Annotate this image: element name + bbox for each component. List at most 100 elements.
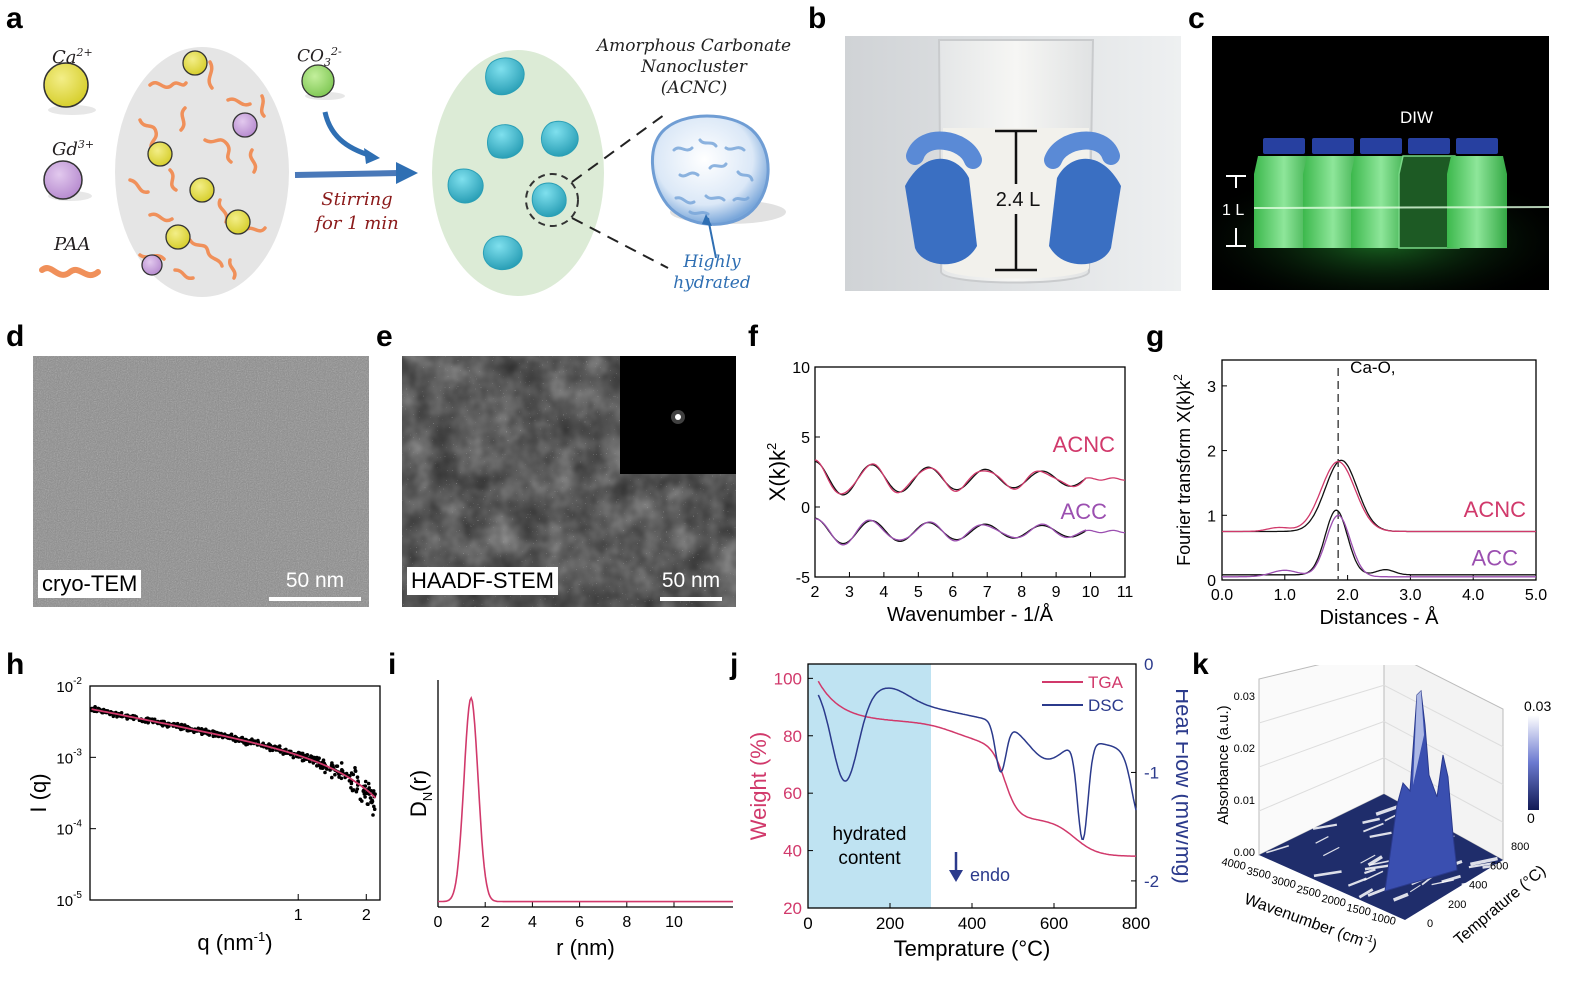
chart-h-data-point [372, 804, 376, 809]
chart-f-xtick-label: 3 [845, 584, 854, 601]
chart-h-data-point [186, 728, 190, 733]
chart-f-xlabel: Wavenumber - 1/Å [887, 603, 1054, 626]
chart-h-data-point [373, 792, 377, 796]
chart-h-data-point [323, 770, 327, 775]
chart-h-data-point [349, 786, 353, 790]
haadf-stem-scale-bar [660, 597, 722, 601]
chart-g-xtick-label: 0.0 [1211, 587, 1233, 604]
chart-f-xtick-label: 5 [914, 584, 923, 601]
chart-h-ytick-label: 10-4 [56, 819, 82, 839]
chart-g-acc-fit-line [1222, 509, 1536, 576]
chart-h-data-point [365, 791, 369, 796]
chart-h-data-point [370, 798, 374, 803]
chart-k-floor-highlight [1312, 823, 1338, 830]
chart-f-xtick-label: 2 [811, 584, 820, 601]
diw-label: DIW [1400, 108, 1434, 127]
chart-h-ylabel: I (q) [26, 773, 51, 812]
chart-h-data-point [366, 781, 371, 786]
chart-h-data-point [331, 763, 335, 768]
chart-k-xtick-label: 1000 [1370, 911, 1396, 928]
chart-j-dsc-line [817, 687, 1137, 841]
chart-k-floor-highlight [1409, 884, 1421, 893]
chart-k-floor-highlight [1315, 836, 1329, 844]
chart-h-data-point [330, 775, 334, 780]
chart-k-floor-highlight [1392, 892, 1409, 902]
chart-h-data-point [339, 761, 344, 765]
chart-k-ztick-label: 0.03 [1234, 691, 1255, 703]
chart-j-ytick-right-label: 0 [1144, 655, 1153, 674]
chart-h-data-point [211, 729, 215, 733]
chart-h-data-point [363, 779, 368, 784]
chart-k-floor-highlight [1323, 846, 1340, 857]
chart-k-gridline [1258, 684, 1385, 724]
chart-g-legend-acc: ACC [1472, 545, 1519, 570]
chart-k-gridline [1383, 684, 1504, 748]
co3-ball [301, 64, 345, 100]
haadf-stem-tag: HAADF-STEM [407, 567, 558, 596]
chart-j-xlabel: Temprature (°C) [894, 936, 1051, 961]
chart-h-xtick-label: 1 [294, 907, 303, 924]
chart-j-legend-dsc: DSC [1088, 696, 1124, 715]
ca-ions [147, 50, 251, 250]
chart-k-floor-highlight [1482, 862, 1511, 869]
chart-h-data-point [325, 767, 329, 771]
chart-f-xtick-label: 7 [983, 584, 992, 601]
chart-h-data-point [296, 750, 301, 755]
chart-k-floor-highlight [1375, 804, 1400, 816]
chart-k-colorbar-min: 0 [1527, 810, 1535, 826]
chart-i-xtick-label: 6 [575, 914, 584, 931]
panel-label-b: b [808, 2, 827, 35]
chart-g-fourier-transform: 0.0 1.0 2.0 3.0 4.0 5.0 0 1 2 3 Distances - Å Fouri… [1171, 358, 1547, 629]
chart-h-data-point [371, 813, 375, 817]
chart-i-xtick-label: 10 [665, 914, 683, 931]
chart-f-legend-acc: ACC [1061, 499, 1108, 524]
chart-h-data-point [360, 799, 364, 803]
chart-k-floor-highlight [1369, 831, 1392, 839]
chart-k-floor-highlight [1363, 822, 1384, 833]
bottles [1254, 138, 1507, 249]
chart-h-data-point [270, 748, 275, 753]
chart-f-xtick-label: 6 [948, 584, 957, 601]
chart-g-ca-o-label: Ca-O, [1350, 358, 1395, 377]
chart-j-ylabel-left: Weight (%) [746, 732, 771, 840]
chart-h-data-point [250, 737, 254, 741]
chart-j-legend-tga: TGA [1088, 673, 1124, 692]
chart-g-xtick-label: 1.0 [1274, 587, 1296, 604]
chart-k-back-wall-left [1258, 665, 1385, 856]
chart-h-data-point [353, 766, 357, 770]
panel-label-c: c [1188, 2, 1205, 35]
chart-f-acnc-fit-line [814, 460, 1086, 496]
chart-j-ytick-left-label: 20 [783, 899, 802, 918]
chart-g-xtick-label: 4.0 [1462, 587, 1484, 604]
chart-k-xtick-label: 2500 [1295, 884, 1321, 901]
chart-k-xtick-label: 4000 [1220, 856, 1246, 873]
chart-h-data-point [369, 789, 374, 793]
panel-label-k: k [1192, 648, 1209, 681]
chart-h-data-point [366, 802, 370, 806]
chart-f-xtick-label: 8 [1017, 584, 1026, 601]
chart-g-xtick-label: 2.0 [1336, 587, 1358, 604]
chart-j-ylabel-right: Heat Flow (mW/mg) [1171, 688, 1188, 884]
chart-k-gridline [1258, 757, 1385, 812]
chart-g-xlabel: Distances - Å [1320, 606, 1440, 629]
chart-k-xtick-label: 2000 [1320, 893, 1346, 910]
chart-f-xtick-label: 4 [879, 584, 888, 601]
panel-a-schematic [39, 47, 786, 297]
chart-f-ytick-label: 5 [801, 430, 810, 447]
chart-f-xtick-label: 9 [1052, 584, 1061, 601]
chart-g-ytick-label: 2 [1207, 444, 1216, 461]
chart-h-data-point [229, 732, 234, 737]
panel-label-f: f [748, 320, 758, 353]
chart-h-data-point [321, 758, 326, 762]
chart-g-acc-line [1222, 514, 1536, 578]
chart-j-xtick-label: 200 [876, 914, 904, 933]
chart-j-ytick-right-label: -1 [1144, 763, 1159, 782]
chart-j-tga-line [817, 680, 1137, 857]
panel-e-haadf-stem-image: HAADF-STEM 50 nm [402, 356, 736, 607]
chart-h-data-point [300, 758, 305, 763]
chart-h-data-point [333, 772, 337, 777]
cryo-tem-scale-label: 50 nm [285, 569, 345, 592]
chart-k-absorbance-peaks [1384, 689, 1458, 892]
chart-g-xtick-label: 3.0 [1399, 587, 1421, 604]
chart-k-colorbar-max: 0.03 [1524, 698, 1551, 714]
